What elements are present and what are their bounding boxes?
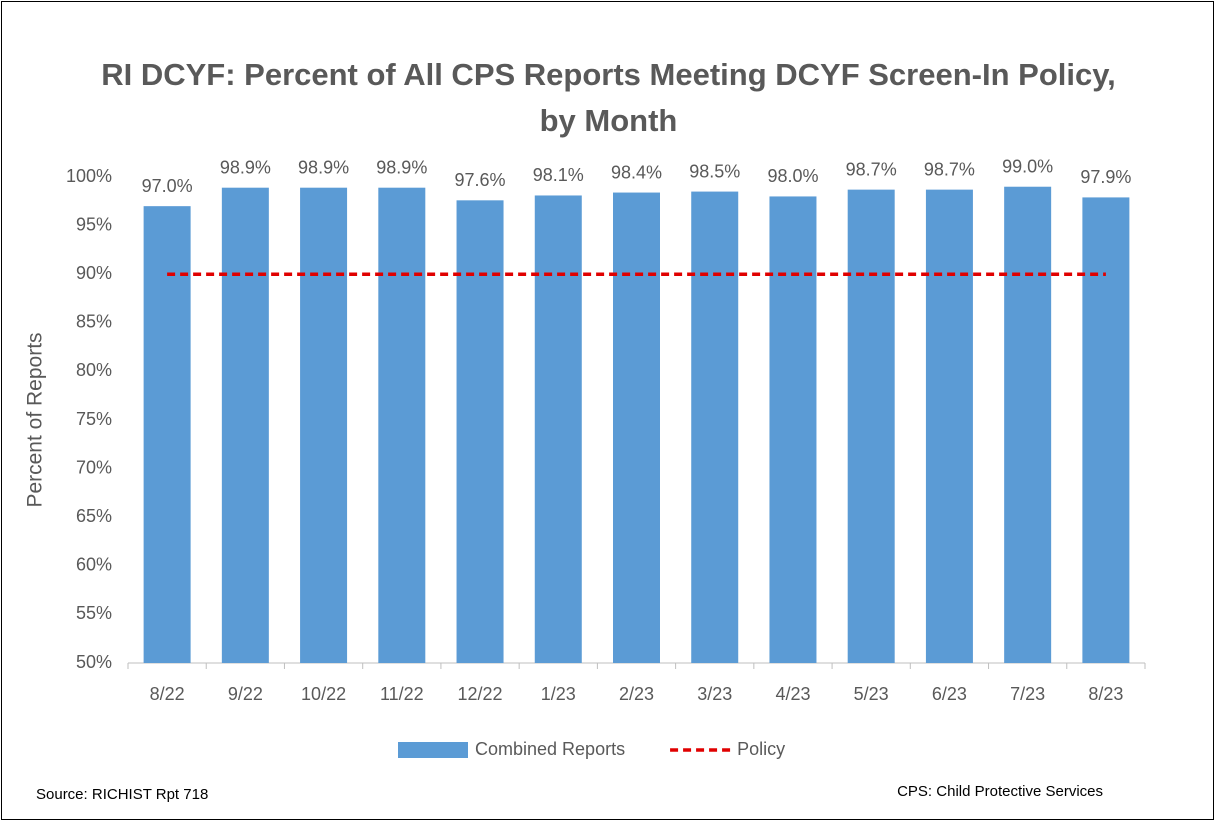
- x-tick-label: 2/23: [619, 684, 654, 704]
- y-tick-label: 60%: [76, 555, 112, 575]
- bar: [1004, 186, 1052, 663]
- data-label: 98.9%: [298, 157, 349, 177]
- y-tick-label: 90%: [76, 263, 112, 283]
- data-label: 99.0%: [1002, 156, 1053, 176]
- legend-label: Combined Reports: [475, 739, 625, 759]
- data-label: 98.7%: [846, 159, 897, 179]
- y-axis-label: Percent of Reports: [24, 332, 47, 507]
- bar: [456, 200, 504, 663]
- bar: [769, 196, 817, 663]
- y-tick-label: 70%: [76, 457, 112, 477]
- x-tick-label: 1/23: [541, 684, 576, 704]
- x-tick-label: 8/22: [150, 684, 185, 704]
- data-label: 98.5%: [689, 161, 740, 181]
- bar: [300, 187, 348, 663]
- y-tick-label: 75%: [76, 409, 112, 429]
- data-label: 98.9%: [220, 157, 271, 177]
- x-tick-label: 9/22: [228, 684, 263, 704]
- x-tick-label: 10/22: [301, 684, 346, 704]
- x-tick-label: 12/22: [458, 684, 503, 704]
- x-tick-label: 4/23: [775, 684, 810, 704]
- bar: [143, 206, 191, 663]
- data-label: 98.4%: [611, 162, 662, 182]
- data-label: 97.9%: [1080, 167, 1131, 187]
- y-tick-label: 80%: [76, 360, 112, 380]
- y-tick-label: 50%: [76, 652, 112, 672]
- y-tick-label: 95%: [76, 214, 112, 234]
- data-label: 98.1%: [533, 165, 584, 185]
- y-tick-label: 85%: [76, 312, 112, 332]
- y-tick-label: 65%: [76, 506, 112, 526]
- x-tick-label: 5/23: [854, 684, 889, 704]
- data-label: 97.6%: [455, 170, 506, 190]
- legend-swatch: [398, 742, 468, 758]
- bar: [691, 191, 739, 663]
- x-tick-label: 6/23: [932, 684, 967, 704]
- chart-title: RI DCYF: Percent of All CPS Reports Meet…: [101, 57, 1116, 138]
- bar: [534, 195, 582, 663]
- source-note: Source: RICHIST Rpt 718: [36, 786, 208, 803]
- data-label: 98.7%: [924, 159, 975, 179]
- data-label: 98.0%: [767, 166, 818, 186]
- y-tick-label: 100%: [66, 166, 112, 186]
- bar: [1082, 197, 1130, 664]
- footnote: CPS: Child Protective Services: [897, 783, 1103, 800]
- x-tick-label: 7/23: [1010, 684, 1045, 704]
- bar: [613, 192, 660, 663]
- data-label: 98.9%: [376, 157, 427, 177]
- y-tick-label: 55%: [76, 603, 112, 623]
- bar: [847, 189, 895, 664]
- x-tick-label: 3/23: [697, 684, 732, 704]
- bar: [925, 189, 973, 664]
- x-tick-label: 11/22: [380, 684, 424, 704]
- legend-label: Policy: [737, 739, 785, 759]
- bar: [378, 187, 426, 663]
- data-label: 97.0%: [142, 176, 193, 196]
- bar: [221, 187, 269, 663]
- x-tick-label: 8/23: [1088, 684, 1123, 704]
